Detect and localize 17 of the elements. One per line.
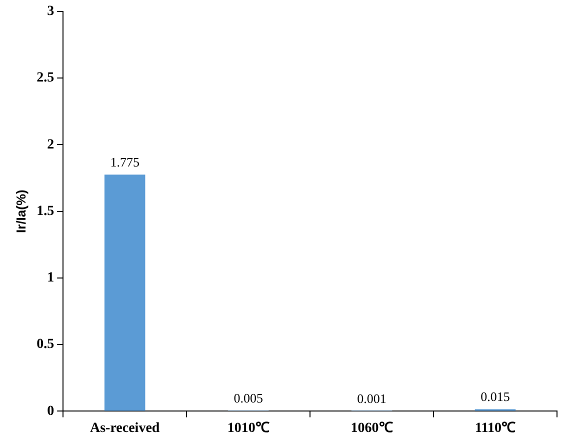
y-tick-label: 1.5 (36, 204, 54, 219)
y-tick-label: 2.5 (36, 70, 54, 86)
y-tick-label: 3 (47, 4, 54, 20)
y-tick-label: 0.5 (36, 337, 54, 352)
x-tick-label: As-received (90, 421, 160, 436)
x-tick-label: 1060℃ (350, 421, 393, 436)
y-tick-label: 0 (47, 404, 54, 419)
x-tick-label: 1110℃ (475, 421, 516, 436)
y-tick-label: 2 (47, 137, 54, 152)
data-label: 0.005 (234, 390, 263, 406)
x-tick-label: 1010℃ (227, 421, 270, 436)
data-label: 0.001 (357, 390, 386, 406)
data-label: 0.015 (480, 389, 510, 404)
y-tick-label: 1 (47, 270, 54, 286)
data-label: 1.775 (110, 154, 140, 170)
y-axis-title: Ir/Ia(%) (13, 190, 28, 233)
bar (104, 174, 146, 411)
